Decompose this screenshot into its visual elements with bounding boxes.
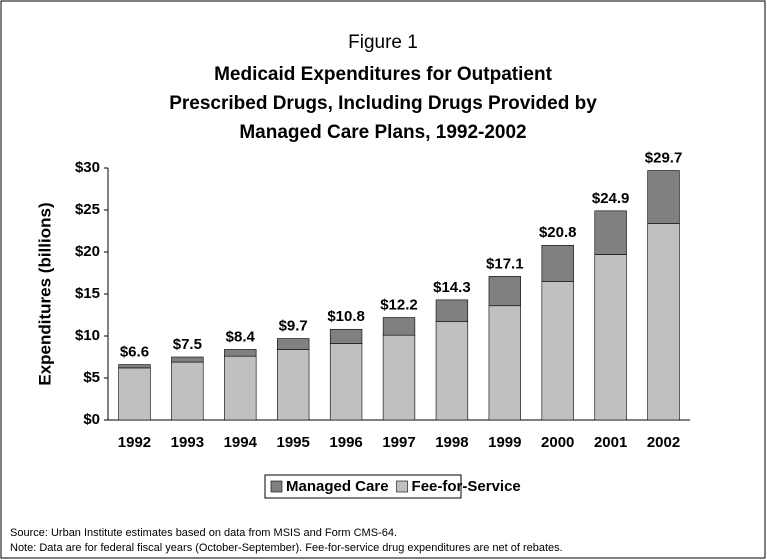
legend-label: Managed Care [286,478,389,495]
chart-title: Managed Care Plans, 1992-2002 [239,122,526,143]
x-tick-label: 2000 [541,434,574,451]
legend-swatch [396,480,408,493]
total-label: $7.5 [173,336,202,353]
bar-segment [594,210,627,255]
x-tick-label: 1997 [382,434,415,451]
x-tick-label: 1992 [118,434,151,451]
y-tick-label: $15 [75,285,100,302]
bar-segment [382,334,416,421]
bar-segment [277,338,310,350]
bar-segment [382,317,416,336]
bar-segment [118,364,151,369]
y-tick-label: $10 [75,327,100,344]
bar-segment [277,349,310,421]
bar-segment [488,276,521,307]
total-label: $12.2 [380,296,418,313]
figure-label: Figure 1 [348,32,418,53]
x-tick-label: 2001 [594,434,627,451]
bar-segment [541,244,574,282]
chart-title: Medicaid Expenditures for Outpatient [214,64,552,85]
total-label: $14.3 [433,279,471,296]
bar-segment [541,281,574,421]
note: Note: Data are for federal fiscal years … [10,542,563,554]
y-axis-label: Expenditures (billions) [35,202,54,385]
x-tick-label: 1993 [171,434,204,451]
x-tick-label: 1996 [329,434,362,451]
bar-segment [171,361,204,421]
y-tick-label: $0 [83,411,100,428]
x-tick-label: 1999 [488,434,521,451]
source: Source: Urban Institute estimates based … [10,527,397,539]
total-label: $29.7 [645,149,683,166]
bar-segment [435,299,469,323]
bar-segment [171,356,204,363]
total-label: $10.8 [327,308,365,325]
legend-swatch [270,480,283,493]
x-tick-label: 1995 [276,434,309,451]
total-label: $17.1 [486,255,524,272]
legend-label: Fee-for-Service [412,478,521,495]
bar-segment [647,223,680,421]
total-label: $8.4 [226,328,256,345]
bar-segment [594,254,627,421]
bar-segment [118,367,151,421]
y-tick-label: $25 [75,201,100,218]
bar-segment [329,343,363,421]
legend-box [264,474,462,499]
y-tick-label: $30 [75,159,100,176]
total-label: $24.9 [592,190,630,207]
y-tick-label: $20 [75,243,100,260]
x-tick-label: 2002 [647,434,680,451]
bar-segment [224,355,257,421]
total-label: $9.7 [279,317,308,334]
bar-segment [224,349,257,357]
bar-segment [488,305,521,421]
bar-segment [329,328,363,344]
y-tick-label: $5 [83,369,100,386]
bar-segment [647,170,680,224]
x-tick-label: 1994 [224,434,258,451]
x-tick-label: 1998 [435,434,468,451]
bar-segment [435,321,469,421]
total-label: $20.8 [539,224,577,241]
chart-title: Prescribed Drugs, Including Drugs Provid… [169,93,597,114]
total-label: $6.6 [120,344,149,361]
